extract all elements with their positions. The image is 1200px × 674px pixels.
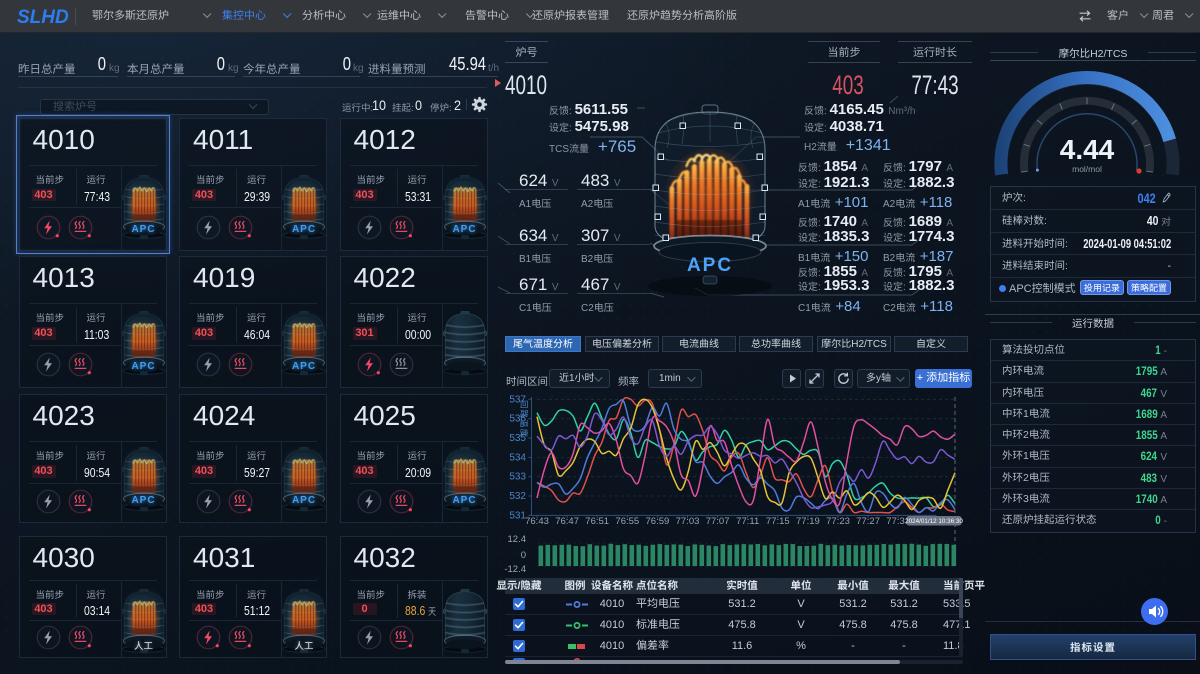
svg-text:12.4: 12.4 bbox=[508, 534, 527, 545]
svg-text:77:23: 77:23 bbox=[826, 516, 850, 527]
svg-text:76:55: 76:55 bbox=[615, 516, 639, 527]
svg-text:77:31: 77:31 bbox=[886, 516, 910, 527]
svg-text:534: 534 bbox=[509, 452, 526, 463]
svg-text:76:47: 76:47 bbox=[555, 516, 579, 527]
svg-text:537: 537 bbox=[509, 394, 526, 405]
svg-text:mol/mol: mol/mol bbox=[1072, 164, 1102, 174]
svg-text:531: 531 bbox=[509, 510, 526, 521]
svg-text:76:51: 76:51 bbox=[585, 516, 609, 527]
svg-text:2024/01/12 10:36:30: 2024/01/12 10:36:30 bbox=[905, 518, 963, 525]
svg-text:APC: APC bbox=[687, 255, 733, 276]
svg-text:77:07: 77:07 bbox=[706, 516, 730, 527]
svg-text:533: 533 bbox=[509, 472, 526, 483]
svg-text:77:11: 77:11 bbox=[736, 516, 759, 527]
svg-text:77:15: 77:15 bbox=[766, 516, 790, 527]
svg-text:0: 0 bbox=[521, 550, 526, 561]
svg-text:76:43: 76:43 bbox=[525, 516, 549, 527]
svg-text:77:19: 77:19 bbox=[796, 516, 820, 527]
svg-text:回路温度: 回路温度 bbox=[519, 400, 529, 438]
svg-text:77:27: 77:27 bbox=[856, 516, 880, 527]
svg-text:536: 536 bbox=[509, 414, 526, 425]
svg-text:76:59: 76:59 bbox=[646, 516, 670, 527]
svg-text:532: 532 bbox=[509, 491, 526, 502]
svg-text:77:03: 77:03 bbox=[676, 516, 700, 527]
svg-text:535: 535 bbox=[509, 433, 526, 444]
svg-text:4.44: 4.44 bbox=[1060, 134, 1115, 165]
svg-text:-12.4: -12.4 bbox=[504, 564, 526, 575]
